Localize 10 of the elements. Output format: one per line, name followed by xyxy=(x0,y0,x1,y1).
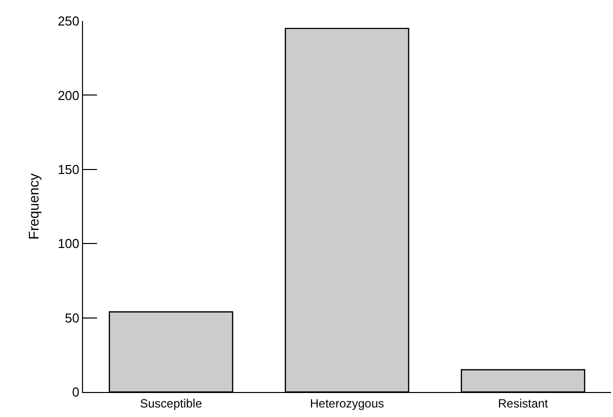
x-tick-label: Heterozygous xyxy=(310,396,384,410)
y-tick-label: 0 xyxy=(72,384,80,400)
y-tick-label: 100 xyxy=(58,236,80,252)
x-tick-label: Resistant xyxy=(498,396,549,410)
y-tick-label: 50 xyxy=(64,310,80,326)
x-tick-label: Susceptible xyxy=(140,396,202,410)
y-tick-label: 200 xyxy=(58,88,80,103)
y-tick-label: 250 xyxy=(58,14,80,29)
y-tick-label: 150 xyxy=(58,162,80,177)
y-axis-title: Frequency xyxy=(25,173,42,240)
